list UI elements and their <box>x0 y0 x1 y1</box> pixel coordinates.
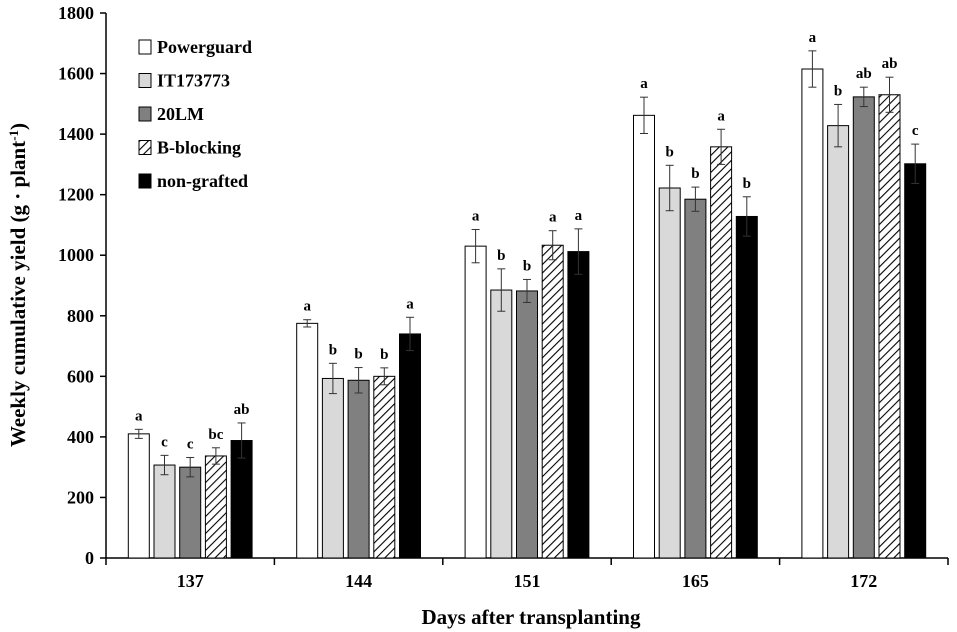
y-tick-label: 1400 <box>58 124 94 144</box>
bar <box>567 251 590 559</box>
bar <box>633 114 655 559</box>
significance-letter: b <box>497 248 505 264</box>
y-axis-title-text: Weekly cumulative yield (g · plant <box>6 141 30 447</box>
significance-letter: b <box>691 166 699 182</box>
y-tick-label: 1600 <box>58 64 94 84</box>
significance-letter: b <box>666 144 674 160</box>
significance-letter: a <box>717 108 725 124</box>
bar <box>658 187 681 559</box>
significance-letter: a <box>406 296 414 312</box>
y-axis-title: Weekly cumulative yield (g · plant-1) <box>6 123 30 447</box>
y-tick-label: 200 <box>67 487 94 507</box>
y-tick-label: 1800 <box>58 3 94 23</box>
legend-label: 20LM <box>157 104 204 124</box>
bar <box>878 94 901 559</box>
y-axis-title-superscript: -1 <box>6 130 21 141</box>
legend: Powerguard IT173773 20LM B-blocking non-graf… <box>138 37 252 191</box>
y-tick-label: 1200 <box>58 185 94 205</box>
bar <box>710 146 733 559</box>
significance-letter: a <box>640 76 648 92</box>
bar <box>516 290 538 559</box>
significance-letter: b <box>834 83 842 99</box>
significance-letter: ab <box>856 66 872 82</box>
bar <box>321 377 344 559</box>
legend-label: non-grafted <box>157 171 248 191</box>
bar <box>904 163 927 559</box>
x-tick-label: 144 <box>345 571 372 591</box>
significance-letter: a <box>575 208 583 224</box>
bar <box>127 433 150 559</box>
significance-letter: a <box>135 408 143 424</box>
significance-letter: c <box>187 436 194 452</box>
significance-letter: b <box>329 342 337 358</box>
bar <box>541 244 564 559</box>
x-tick-label: 137 <box>177 571 204 591</box>
y-tick-label: 800 <box>67 306 94 326</box>
significance-letter: b <box>743 176 751 192</box>
x-tick-label: 165 <box>682 571 709 591</box>
legend-label: B-blocking <box>157 138 241 158</box>
x-tick-label: 151 <box>514 571 541 591</box>
bar <box>153 464 176 559</box>
bar <box>204 455 227 559</box>
bar <box>827 125 850 559</box>
bar <box>464 245 487 559</box>
bar <box>399 333 421 559</box>
y-tick-label: 400 <box>67 427 94 447</box>
bar <box>735 215 758 559</box>
significance-letter: a <box>303 299 311 315</box>
significance-letter: ab <box>882 56 898 72</box>
legend-label: Powerguard <box>157 37 252 57</box>
significance-letter: b <box>523 258 531 274</box>
bar <box>852 96 875 559</box>
significance-letter: bc <box>208 427 223 443</box>
significance-letter: b <box>380 347 388 363</box>
bar <box>490 289 513 559</box>
bar <box>373 375 396 559</box>
bar <box>296 322 319 559</box>
legend-swatch <box>138 73 152 88</box>
y-tick-label: 1000 <box>58 245 94 265</box>
bar <box>347 379 370 559</box>
significance-letter: a <box>472 208 480 224</box>
bar <box>801 68 824 559</box>
significance-letter: c <box>912 123 919 139</box>
bar <box>684 198 707 559</box>
significance-letter: c <box>161 434 168 450</box>
legend-swatch <box>138 173 152 189</box>
y-tick-label: 600 <box>67 366 94 386</box>
bar <box>179 466 202 559</box>
x-tick-label: 172 <box>850 571 877 591</box>
legend-swatch <box>138 140 152 155</box>
legend-swatch <box>138 39 152 55</box>
x-axis-title: Days after transplanting <box>422 605 641 629</box>
y-axis-title-close: ) <box>6 123 30 130</box>
significance-letter: a <box>549 210 557 226</box>
legend-label: IT173773 <box>157 71 230 91</box>
significance-letter: a <box>809 30 817 46</box>
legend-swatch <box>138 106 152 122</box>
significance-letter: ab <box>234 402 250 418</box>
significance-letter: b <box>354 347 362 363</box>
y-tick-label: 0 <box>85 548 94 568</box>
